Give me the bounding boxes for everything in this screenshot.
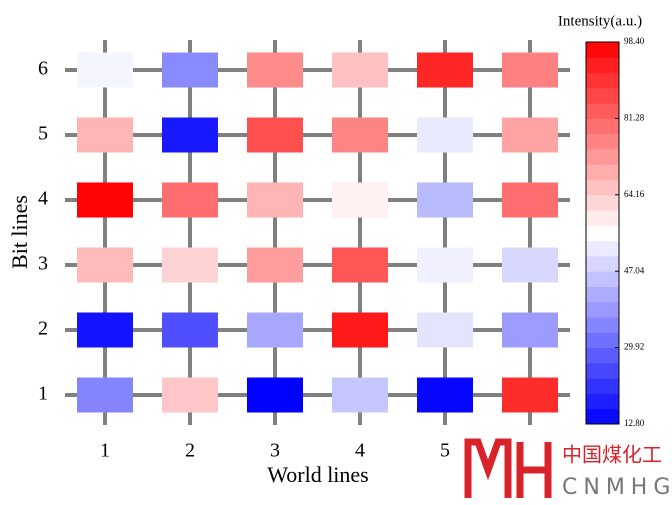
watermark-subtext: CNMHG bbox=[562, 475, 672, 500]
x-tick-label: 4 bbox=[355, 440, 365, 462]
heatmap-cell bbox=[332, 117, 388, 153]
heatmap-cell bbox=[417, 182, 473, 218]
heatmap-cell bbox=[332, 377, 388, 413]
heatmap-cell bbox=[162, 377, 218, 413]
heatmap-cell bbox=[502, 117, 558, 153]
heatmap-cell bbox=[502, 247, 558, 283]
x-tick-label: 1 bbox=[100, 440, 110, 462]
heatmap-cell bbox=[77, 377, 133, 413]
y-tick-label: 2 bbox=[38, 318, 48, 340]
heatmap-cell bbox=[247, 52, 303, 88]
colorbar-tick-label: 12.80 bbox=[624, 418, 645, 428]
heatmap-cell bbox=[162, 52, 218, 88]
heatmap-cell bbox=[502, 182, 558, 218]
colorbar-step bbox=[586, 148, 619, 165]
colorbar-step bbox=[586, 301, 619, 318]
y-tick-label: 1 bbox=[38, 383, 48, 405]
heatmap-cell bbox=[162, 247, 218, 283]
heatmap-cell bbox=[417, 117, 473, 153]
y-tick-label: 3 bbox=[38, 253, 48, 275]
x-tick-label: 3 bbox=[270, 440, 280, 462]
colorbar-step bbox=[586, 332, 619, 349]
heatmap-cell bbox=[247, 247, 303, 283]
y-tick-label: 4 bbox=[38, 188, 48, 210]
heatmap-cell bbox=[162, 117, 218, 153]
colorbar-step bbox=[586, 72, 619, 89]
colorbar-tick-label: 47.04 bbox=[624, 265, 645, 275]
y-axis-title: Bit lines bbox=[7, 195, 32, 269]
y-tick-label: 6 bbox=[38, 58, 48, 80]
heatmap-cell bbox=[247, 117, 303, 153]
colorbar-step bbox=[586, 317, 619, 333]
heatmap-cell bbox=[162, 182, 218, 218]
colorbar-step bbox=[586, 133, 619, 150]
heatmap-cell bbox=[162, 312, 218, 348]
colorbar-tick-label: 98.40 bbox=[624, 36, 645, 46]
colorbar-step bbox=[586, 271, 619, 287]
colorbar-step bbox=[586, 194, 619, 211]
heatmap-cell bbox=[332, 312, 388, 348]
heatmap-cell bbox=[417, 247, 473, 283]
colorbar-title: Intensity(a.u.) bbox=[558, 13, 642, 29]
x-axis-title: World lines bbox=[267, 462, 369, 487]
colorbar-tick-label: 81.28 bbox=[624, 112, 645, 122]
colorbar-tick-label: 64.16 bbox=[624, 189, 645, 199]
colorbar-step bbox=[586, 255, 619, 272]
colorbar-step bbox=[586, 408, 619, 425]
heatmap-cell bbox=[417, 52, 473, 88]
colorbar-frame bbox=[585, 41, 620, 425]
heatmap-cell bbox=[332, 182, 388, 218]
x-tick-label: 5 bbox=[440, 440, 450, 462]
colorbar-step bbox=[586, 42, 619, 58]
colorbar-step bbox=[586, 225, 619, 242]
heatmap-cell bbox=[417, 312, 473, 348]
colorbar-step bbox=[586, 57, 619, 74]
heatmap-cell bbox=[247, 182, 303, 218]
colorbar-step bbox=[586, 118, 619, 135]
watermark: 中国煤化工 CNMHG bbox=[460, 436, 672, 505]
heatmap-cell bbox=[77, 247, 133, 283]
colorbar-tick-label: 29.92 bbox=[624, 342, 644, 352]
colorbar-step bbox=[586, 286, 619, 303]
watermark-logo bbox=[464, 438, 552, 498]
colorbar-step bbox=[586, 362, 619, 379]
y-tick-label: 5 bbox=[38, 123, 48, 145]
heatmap-cell bbox=[332, 52, 388, 88]
heatmap-cell bbox=[77, 312, 133, 348]
heatmap-cell bbox=[77, 52, 133, 88]
colorbar-step bbox=[586, 103, 619, 119]
colorbar-step bbox=[586, 87, 619, 104]
colorbar-step bbox=[586, 240, 619, 257]
heatmap-cell bbox=[502, 312, 558, 348]
heatmap-cell bbox=[417, 377, 473, 413]
heatmap-cell bbox=[502, 52, 558, 88]
heatmap-cell bbox=[502, 377, 558, 413]
colorbar-step bbox=[586, 347, 619, 364]
colorbar-step bbox=[586, 179, 619, 196]
plot-area: 12345612345612.8029.9247.0464.1681.2898.… bbox=[38, 36, 645, 462]
watermark-text: 中国煤化工 bbox=[562, 443, 662, 467]
colorbar-step bbox=[586, 378, 619, 394]
colorbar-step bbox=[586, 393, 619, 410]
colorbar-step bbox=[586, 210, 619, 226]
heatmap-cell bbox=[247, 377, 303, 413]
colorbar-step bbox=[586, 164, 619, 181]
heatmap-cell bbox=[247, 312, 303, 348]
heatmap-cell bbox=[77, 182, 133, 218]
heatmap-cell bbox=[332, 247, 388, 283]
heatmap-cell bbox=[77, 117, 133, 153]
x-tick-label: 2 bbox=[185, 440, 195, 462]
